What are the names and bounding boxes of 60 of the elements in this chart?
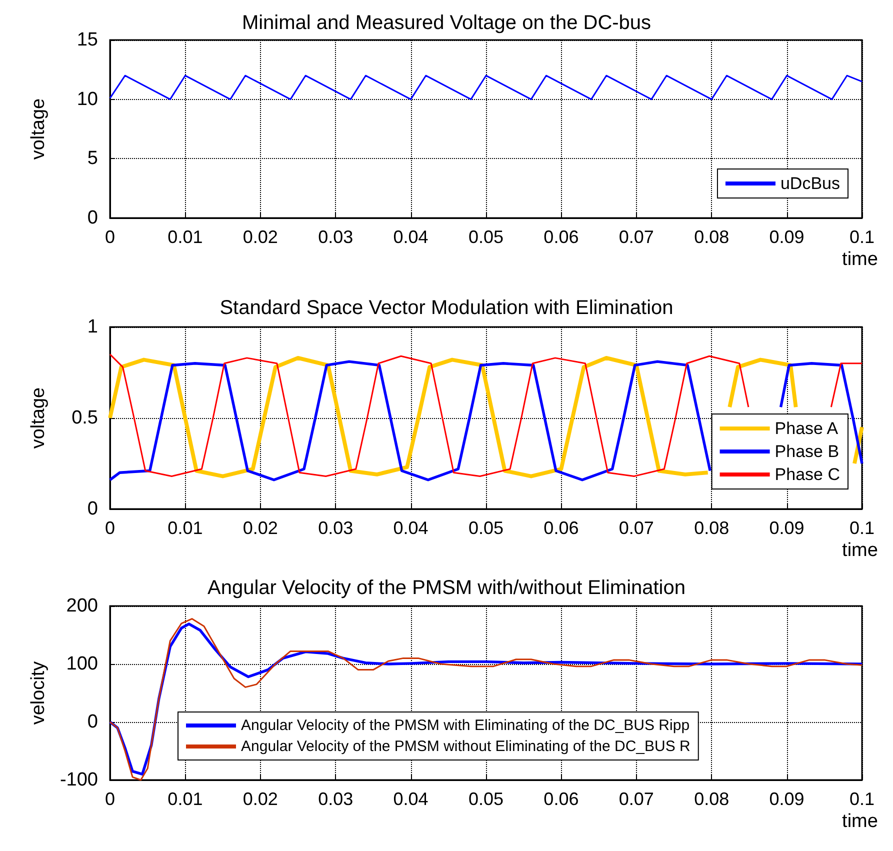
y-axis-title: voltage bbox=[28, 98, 49, 160]
x-tick-label: 0.04 bbox=[393, 518, 428, 538]
x-axis-title: time bbox=[842, 540, 878, 561]
x-tick-label: 0.08 bbox=[694, 227, 730, 247]
x-tick-label: 0.07 bbox=[618, 227, 654, 247]
x-tick-label: 0.02 bbox=[242, 789, 278, 809]
x-axis-title: time bbox=[842, 811, 878, 832]
y-tick-label: 0 bbox=[87, 498, 98, 520]
y-tick-label: 0.5 bbox=[72, 408, 98, 428]
legend-label: Phase A bbox=[774, 419, 839, 438]
legend-label: uDcBus bbox=[780, 174, 840, 193]
x-tick-label: 0.09 bbox=[769, 227, 804, 247]
x-tick-label: 0.05 bbox=[468, 518, 504, 538]
x-tick-label: 0.08 bbox=[694, 518, 730, 538]
x-tick-label: 0.06 bbox=[544, 227, 579, 247]
y-tick-label: 10 bbox=[76, 88, 98, 110]
x-tick-label: 0.06 bbox=[544, 789, 579, 809]
x-tick-label: 0.04 bbox=[393, 789, 428, 809]
x-tick-label: 0 bbox=[104, 518, 116, 538]
legend-label: Phase C bbox=[774, 465, 840, 484]
chart-title: Standard Space Vector Modulation with Elimination bbox=[220, 297, 674, 319]
x-tick-label: 0.05 bbox=[468, 789, 504, 809]
x-tick-label: 0.1 bbox=[849, 227, 875, 247]
y-tick-label: 0 bbox=[87, 208, 98, 228]
x-tick-label: 0.1 bbox=[849, 789, 875, 809]
x-tick-label: 0.08 bbox=[694, 789, 730, 809]
x-tick-label: 0.07 bbox=[618, 789, 654, 809]
y-axis-title: velocity bbox=[28, 660, 49, 725]
x-tick-label: 0.02 bbox=[242, 518, 278, 538]
legend-label: Angular Velocity of the PMSM with Eliminating of the DC_BUS Ripp bbox=[241, 717, 690, 734]
x-tick-label: 0.01 bbox=[168, 227, 203, 247]
x-tick-label: 0.06 bbox=[544, 518, 579, 538]
x-tick-label: 0.09 bbox=[769, 789, 804, 809]
x-tick-label: 0.01 bbox=[168, 789, 203, 809]
x-tick-label: 0.02 bbox=[242, 227, 278, 247]
x-tick-label: 0.03 bbox=[318, 518, 354, 538]
y-tick-label: 1 bbox=[87, 316, 98, 338]
chart-title: Angular Velocity of the PMSM with/without Elimination bbox=[208, 577, 686, 599]
y-tick-label: 100 bbox=[66, 654, 98, 674]
y-tick-label: 5 bbox=[87, 148, 98, 170]
x-tick-label: 0 bbox=[104, 227, 116, 247]
line-series bbox=[109, 74, 863, 100]
x-tick-label: 0.04 bbox=[393, 227, 428, 247]
legend-label: Phase B bbox=[774, 442, 840, 461]
y-tick-label: 15 bbox=[76, 30, 98, 50]
chart-title: Minimal and Measured Voltage on the DC-bus bbox=[242, 12, 652, 34]
y-tick-label: -100 bbox=[60, 770, 98, 790]
x-tick-label: 0.1 bbox=[849, 518, 875, 538]
legend-label: Angular Velocity of the PMSM without Eliminating of the DC_BUS R bbox=[241, 738, 691, 755]
y-tick-label: 200 bbox=[66, 596, 98, 616]
x-axis-title: time bbox=[842, 249, 878, 270]
x-tick-label: 0.05 bbox=[468, 227, 504, 247]
x-tick-label: 0.01 bbox=[168, 518, 203, 538]
x-tick-label: 0.07 bbox=[618, 518, 654, 538]
y-tick-label: 0 bbox=[87, 712, 98, 732]
x-tick-label: 0 bbox=[104, 789, 116, 809]
y-axis-title: voltage bbox=[28, 387, 49, 449]
x-tick-label: 0.09 bbox=[769, 518, 804, 538]
x-tick-label: 0.03 bbox=[318, 789, 354, 809]
x-tick-label: 0.03 bbox=[318, 227, 354, 247]
